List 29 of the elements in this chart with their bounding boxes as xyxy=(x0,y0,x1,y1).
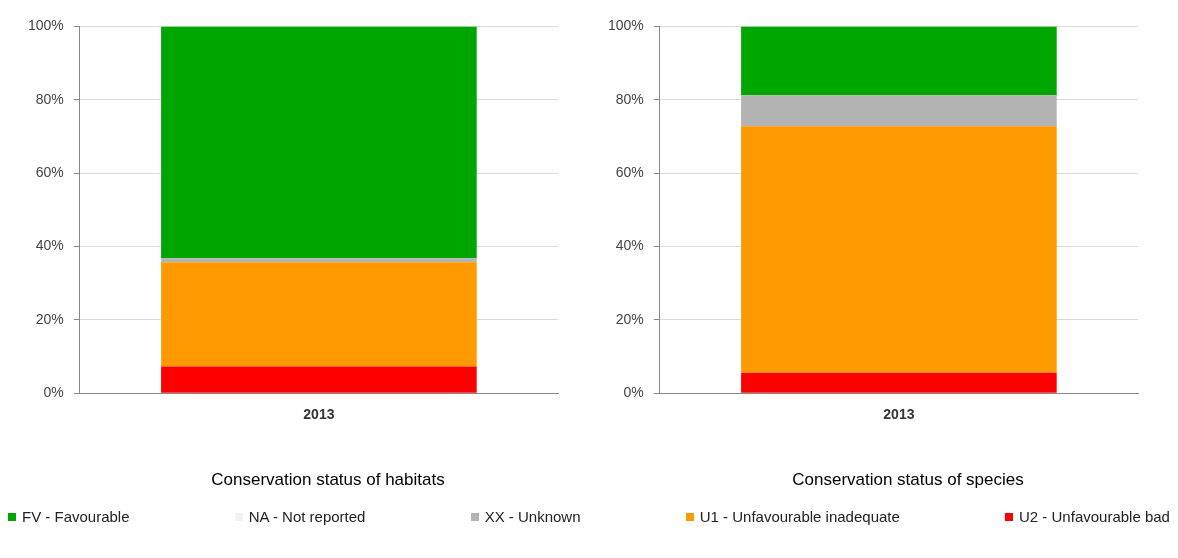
x-tick-label: 2013 xyxy=(883,406,915,423)
bar xyxy=(161,26,477,259)
bar xyxy=(741,95,1057,127)
y-tick-label: 20% xyxy=(615,310,644,327)
y-tick-label: 40% xyxy=(615,237,644,254)
bar xyxy=(741,372,1057,393)
y-tick-label: 60% xyxy=(35,163,64,180)
y-tick-label: 80% xyxy=(615,90,644,107)
legend-label: NA - Not reported xyxy=(248,508,366,525)
y-tick-label: 40% xyxy=(35,237,64,254)
y-tick-label: 100% xyxy=(607,17,644,34)
text: Conservation status of habitats xyxy=(210,470,446,490)
legend-label: XX - Unknown xyxy=(484,508,581,525)
bar xyxy=(161,258,477,263)
y-tick-label: 100% xyxy=(27,17,64,34)
legend-label: U1 - Unfavourable inadequate xyxy=(699,508,900,525)
y-tick-label: 60% xyxy=(615,163,644,180)
y-tick-label: 0% xyxy=(43,384,64,401)
y-tick-label: 80% xyxy=(35,90,64,107)
y-tick-label: 20% xyxy=(35,310,64,327)
text: Conservation status of species xyxy=(791,470,1025,490)
bar xyxy=(741,126,1057,373)
bar xyxy=(161,262,477,367)
bar xyxy=(741,26,1057,96)
legend-label: U2 - Unfavourable bad xyxy=(1019,508,1170,525)
bar xyxy=(161,366,477,393)
y-tick-label: 0% xyxy=(623,384,644,401)
x-tick-label: 2013 xyxy=(303,406,335,423)
legend-label: FV - Favourable xyxy=(22,508,130,525)
